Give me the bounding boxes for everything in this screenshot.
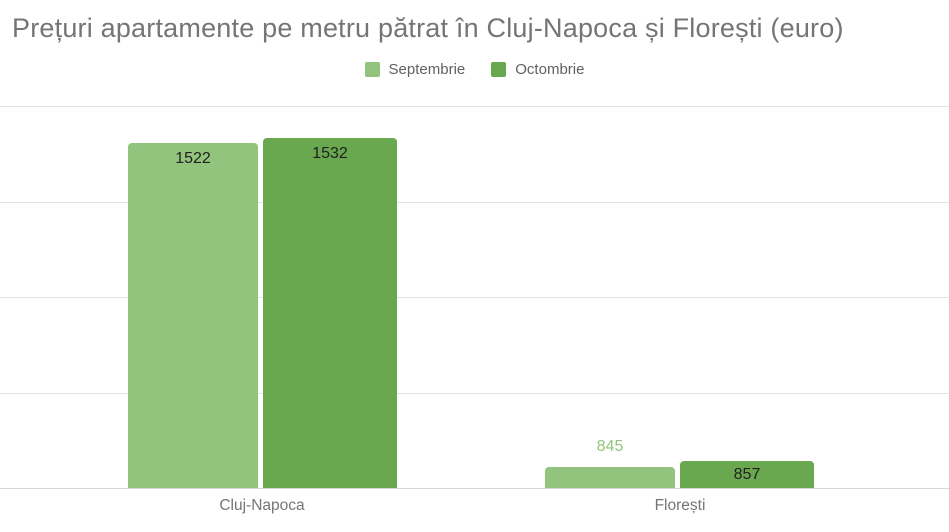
legend-label-septembrie: Septembrie bbox=[388, 61, 466, 78]
legend-swatch-septembrie-icon bbox=[364, 62, 380, 77]
bar-value-label-septembrie-floreti: 845 bbox=[596, 437, 624, 455]
x-axis-label-cluj-napoca: Cluj-Napoca bbox=[219, 497, 305, 514]
bar-septembrie-floreti[interactable] bbox=[545, 466, 675, 488]
bar-value-label-octombrie-cluj-napoca: 1532 bbox=[312, 145, 348, 163]
bar-octombrie-cluj-napoca[interactable] bbox=[263, 138, 397, 488]
gridline-1200 bbox=[0, 297, 949, 298]
chart-title: Prețuri apartamente pe metru pătrat în C… bbox=[12, 13, 844, 43]
gridline-1000 bbox=[0, 393, 949, 394]
bar-septembrie-cluj-napoca[interactable] bbox=[128, 143, 258, 488]
gridline-1600 bbox=[0, 106, 949, 107]
chart-legend: Septembrie Octombrie bbox=[0, 61, 949, 78]
legend-item-octombrie[interactable]: Octombrie bbox=[491, 61, 584, 78]
legend-label-octombrie: Octombrie bbox=[515, 61, 585, 78]
bar-octombrie-floreti[interactable] bbox=[680, 460, 814, 488]
gridline-800 bbox=[0, 488, 949, 489]
bar-value-label-septembrie-cluj-napoca: 1522 bbox=[175, 150, 211, 168]
bar-value-label-octombrie-floreti: 857 bbox=[733, 466, 761, 484]
legend-swatch-octombrie-icon bbox=[491, 62, 507, 77]
legend-item-septembrie[interactable]: Septembrie bbox=[364, 61, 466, 78]
gridline-1400 bbox=[0, 202, 949, 203]
x-axis-label-floresti: Florești bbox=[654, 497, 706, 514]
